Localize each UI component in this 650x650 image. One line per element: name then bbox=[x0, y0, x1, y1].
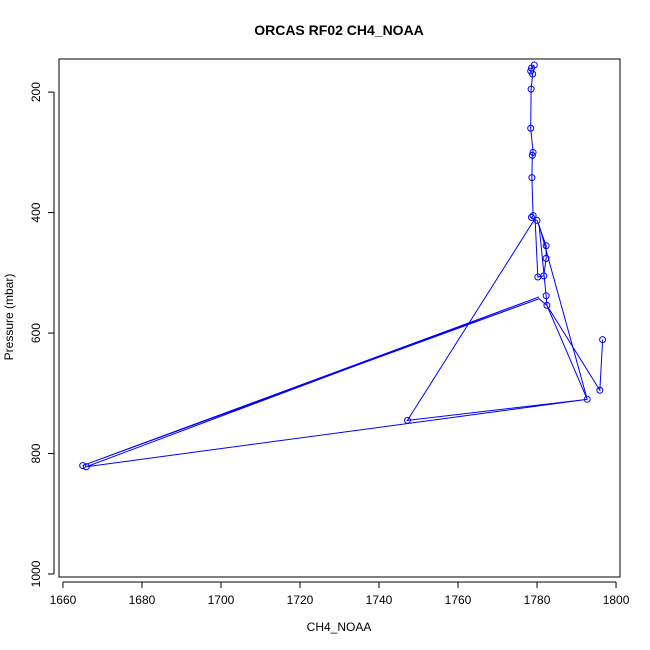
x-tick-label: 1800 bbox=[603, 593, 630, 607]
data-point bbox=[529, 212, 537, 220]
y-tick-label: 600 bbox=[29, 323, 43, 343]
data-point bbox=[79, 462, 87, 470]
x-tick-label: 1720 bbox=[287, 593, 314, 607]
chart-title: ORCAS RF02 CH4_NOAA bbox=[254, 22, 424, 38]
data-point bbox=[527, 124, 535, 132]
data-point bbox=[528, 213, 535, 221]
x-tick-label: 1740 bbox=[366, 593, 393, 607]
series-line bbox=[82, 64, 604, 468]
data-point bbox=[533, 216, 541, 224]
series-layer bbox=[79, 61, 607, 471]
data-point bbox=[599, 336, 607, 344]
data-point bbox=[543, 301, 551, 309]
data-point bbox=[596, 386, 604, 394]
y-tick-label: 1000 bbox=[29, 560, 43, 587]
data-point bbox=[542, 292, 550, 300]
data-point bbox=[403, 416, 411, 424]
x-tick-label: 1680 bbox=[129, 593, 156, 607]
data-point bbox=[542, 254, 550, 262]
y-axis-label: Pressure (mbar) bbox=[2, 274, 16, 361]
y-tick-label: 200 bbox=[29, 82, 43, 102]
data-point bbox=[529, 70, 537, 78]
data-point bbox=[82, 463, 90, 471]
y-tick-label: 800 bbox=[29, 443, 43, 463]
x-axis-label: CH4_NOAA bbox=[307, 620, 372, 634]
data-point bbox=[528, 174, 536, 182]
x-tick-label: 1660 bbox=[50, 593, 77, 607]
x-tick-label: 1780 bbox=[524, 593, 551, 607]
data-point bbox=[529, 148, 537, 156]
x-axis: 1660 1680 1700 1720 1740 1760 1780 1800 bbox=[50, 581, 630, 607]
x-tick-label: 1760 bbox=[445, 593, 472, 607]
plot-frame bbox=[58, 58, 621, 578]
data-point bbox=[534, 273, 542, 281]
data-point bbox=[527, 85, 535, 93]
data-point bbox=[542, 242, 550, 250]
y-axis: 200 400 600 800 1000 bbox=[29, 82, 55, 587]
data-point bbox=[528, 151, 536, 159]
x-tick-label: 1700 bbox=[208, 593, 235, 607]
y-tick-label: 400 bbox=[29, 202, 43, 222]
data-point bbox=[583, 395, 591, 403]
